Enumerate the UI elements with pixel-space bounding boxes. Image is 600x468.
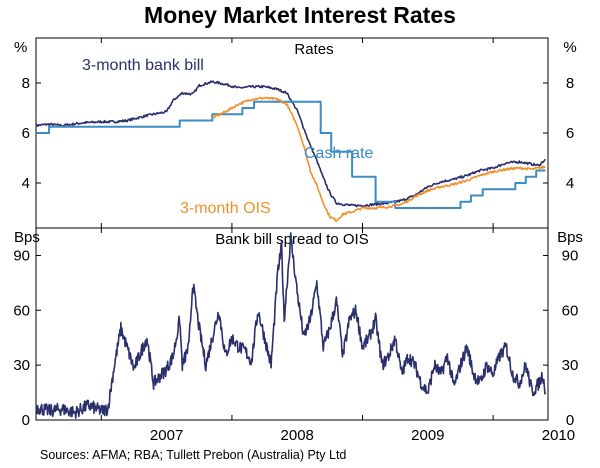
y-tick-label-right: 90 xyxy=(562,247,579,264)
series-label: 3-month OIS xyxy=(180,200,271,217)
rates-panel: 4 4 6 6 8 8% % Rates 3-month bank bill Cash rate 3… xyxy=(14,37,577,229)
y-tick-label-right: 30 xyxy=(562,357,579,374)
y-tick-label-left: 6 xyxy=(22,125,30,142)
series-line xyxy=(212,96,546,222)
unit-label-right: Bps xyxy=(557,229,583,246)
panel-title: Rates xyxy=(294,41,333,58)
y-tick-label-left: 4 xyxy=(22,175,30,192)
x-tick-label: 2008 xyxy=(281,427,314,444)
y-tick-label-right: 60 xyxy=(562,302,579,319)
y-tick-label-left: 0 xyxy=(22,412,30,429)
series-line xyxy=(36,100,546,209)
unit-label-right: % xyxy=(563,39,576,56)
plot-frame xyxy=(35,227,549,421)
unit-label-left: Bps xyxy=(14,229,40,246)
y-tick-label-left: 60 xyxy=(13,302,30,319)
series-label: Cash rate xyxy=(304,145,373,162)
unit-label-left: % xyxy=(14,39,27,56)
x-tick-label: 2010 xyxy=(542,427,575,444)
y-tick-label-right: 6 xyxy=(566,125,574,142)
y-tick-label-right: 0 xyxy=(566,412,574,429)
series-label: 3-month bank bill xyxy=(82,57,204,74)
series-line xyxy=(35,80,546,208)
x-tick-label: 2007 xyxy=(150,427,183,444)
chart-title: Money Market Interest Rates xyxy=(144,2,456,28)
y-tick-label-right: 8 xyxy=(566,75,574,92)
source-note: Sources: AFMA; RBA; Tullett Prebon (Aust… xyxy=(40,448,347,462)
y-tick-label-left: 90 xyxy=(13,247,30,264)
series-line xyxy=(35,232,547,419)
y-tick-label-left: 30 xyxy=(13,357,30,374)
y-tick-label-left: 8 xyxy=(22,75,30,92)
x-tick-label: 2009 xyxy=(411,427,444,444)
y-tick-label-right: 4 xyxy=(566,175,574,192)
